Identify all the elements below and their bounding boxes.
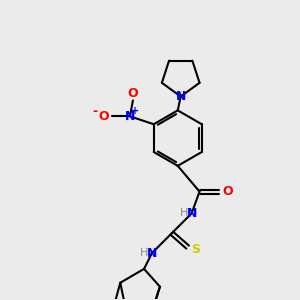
Text: N: N: [125, 110, 135, 123]
Text: -: -: [93, 105, 98, 118]
Text: O: O: [128, 87, 138, 100]
Text: H: H: [179, 208, 188, 218]
Text: N: N: [176, 90, 186, 103]
Text: N: N: [186, 207, 197, 220]
Text: H: H: [140, 248, 148, 258]
Text: N: N: [147, 247, 157, 260]
Text: O: O: [99, 110, 110, 123]
Text: S: S: [191, 243, 200, 256]
Text: O: O: [222, 185, 232, 198]
Text: +: +: [131, 106, 139, 116]
